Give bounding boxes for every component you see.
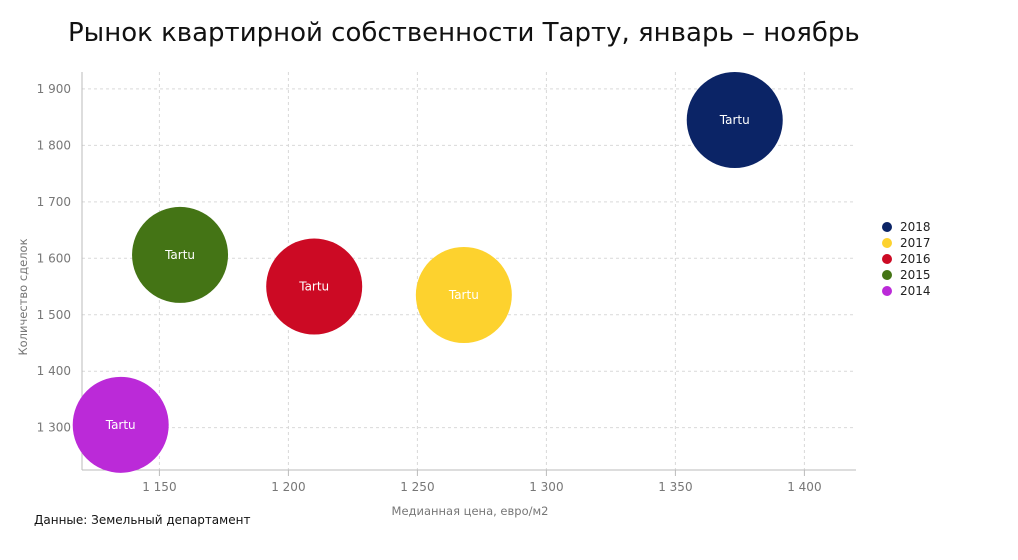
legend: 2018 2017 2016 2015 2014 (882, 219, 931, 299)
x-tick-label: 1 250 (400, 480, 434, 494)
bubble-label: Tartu (105, 418, 136, 432)
legend-label: 2017 (900, 236, 931, 250)
y-tick-label: 1 900 (37, 82, 71, 96)
bubbles: Tartu Tartu Tartu Tartu Tartu (72, 71, 783, 473)
x-tick-label: 1 350 (658, 480, 692, 494)
legend-item-2016[interactable]: 2016 (882, 251, 931, 267)
legend-item-2018[interactable]: 2018 (882, 219, 931, 235)
legend-item-2015[interactable]: 2015 (882, 267, 931, 283)
x-tick-label: 1 200 (271, 480, 305, 494)
source-note: Данные: Земельный департамент (34, 513, 251, 527)
legend-item-2017[interactable]: 2017 (882, 235, 931, 251)
bubble-2018[interactable] (686, 71, 783, 168)
bubble-2016[interactable] (266, 238, 363, 335)
x-tick-label: 1 150 (142, 480, 176, 494)
legend-dot-icon (882, 238, 892, 248)
y-tick-label: 1 300 (37, 421, 71, 435)
y-tick-label: 1 800 (37, 138, 71, 152)
bubble-label: Tartu (164, 248, 195, 262)
legend-label: 2016 (900, 252, 931, 266)
legend-label: 2014 (900, 284, 931, 298)
y-tick-label: 1 400 (37, 364, 71, 378)
y-tick-label: 1 600 (37, 251, 71, 265)
bubble-label: Tartu (719, 113, 750, 127)
axes: 1 300 1 400 1 500 1 600 1 700 1 800 1 900 1 150… (37, 72, 856, 494)
legend-dot-icon (882, 222, 892, 232)
y-axis-label: Количество сделок (16, 238, 30, 355)
legend-dot-icon (882, 270, 892, 280)
bubble-2014[interactable] (72, 376, 169, 473)
bubble-label: Tartu (448, 288, 479, 302)
legend-dot-icon (882, 286, 892, 296)
y-tick-label: 1 500 (37, 308, 71, 322)
legend-dot-icon (882, 254, 892, 264)
chart-title: Рынок квартирной собственности Тарту, ян… (68, 18, 860, 48)
x-tick-label: 1 300 (529, 480, 563, 494)
legend-item-2014[interactable]: 2014 (882, 283, 931, 299)
y-tick-label: 1 700 (37, 195, 71, 209)
bubble-2017[interactable] (415, 246, 512, 343)
x-axis-label: Медианная цена, евро/м2 (392, 504, 549, 518)
x-tick-label: 1 400 (787, 480, 821, 494)
legend-label: 2018 (900, 220, 931, 234)
bubble-2015[interactable] (132, 206, 229, 303)
bubble-label: Tartu (298, 280, 329, 294)
legend-label: 2015 (900, 268, 931, 282)
